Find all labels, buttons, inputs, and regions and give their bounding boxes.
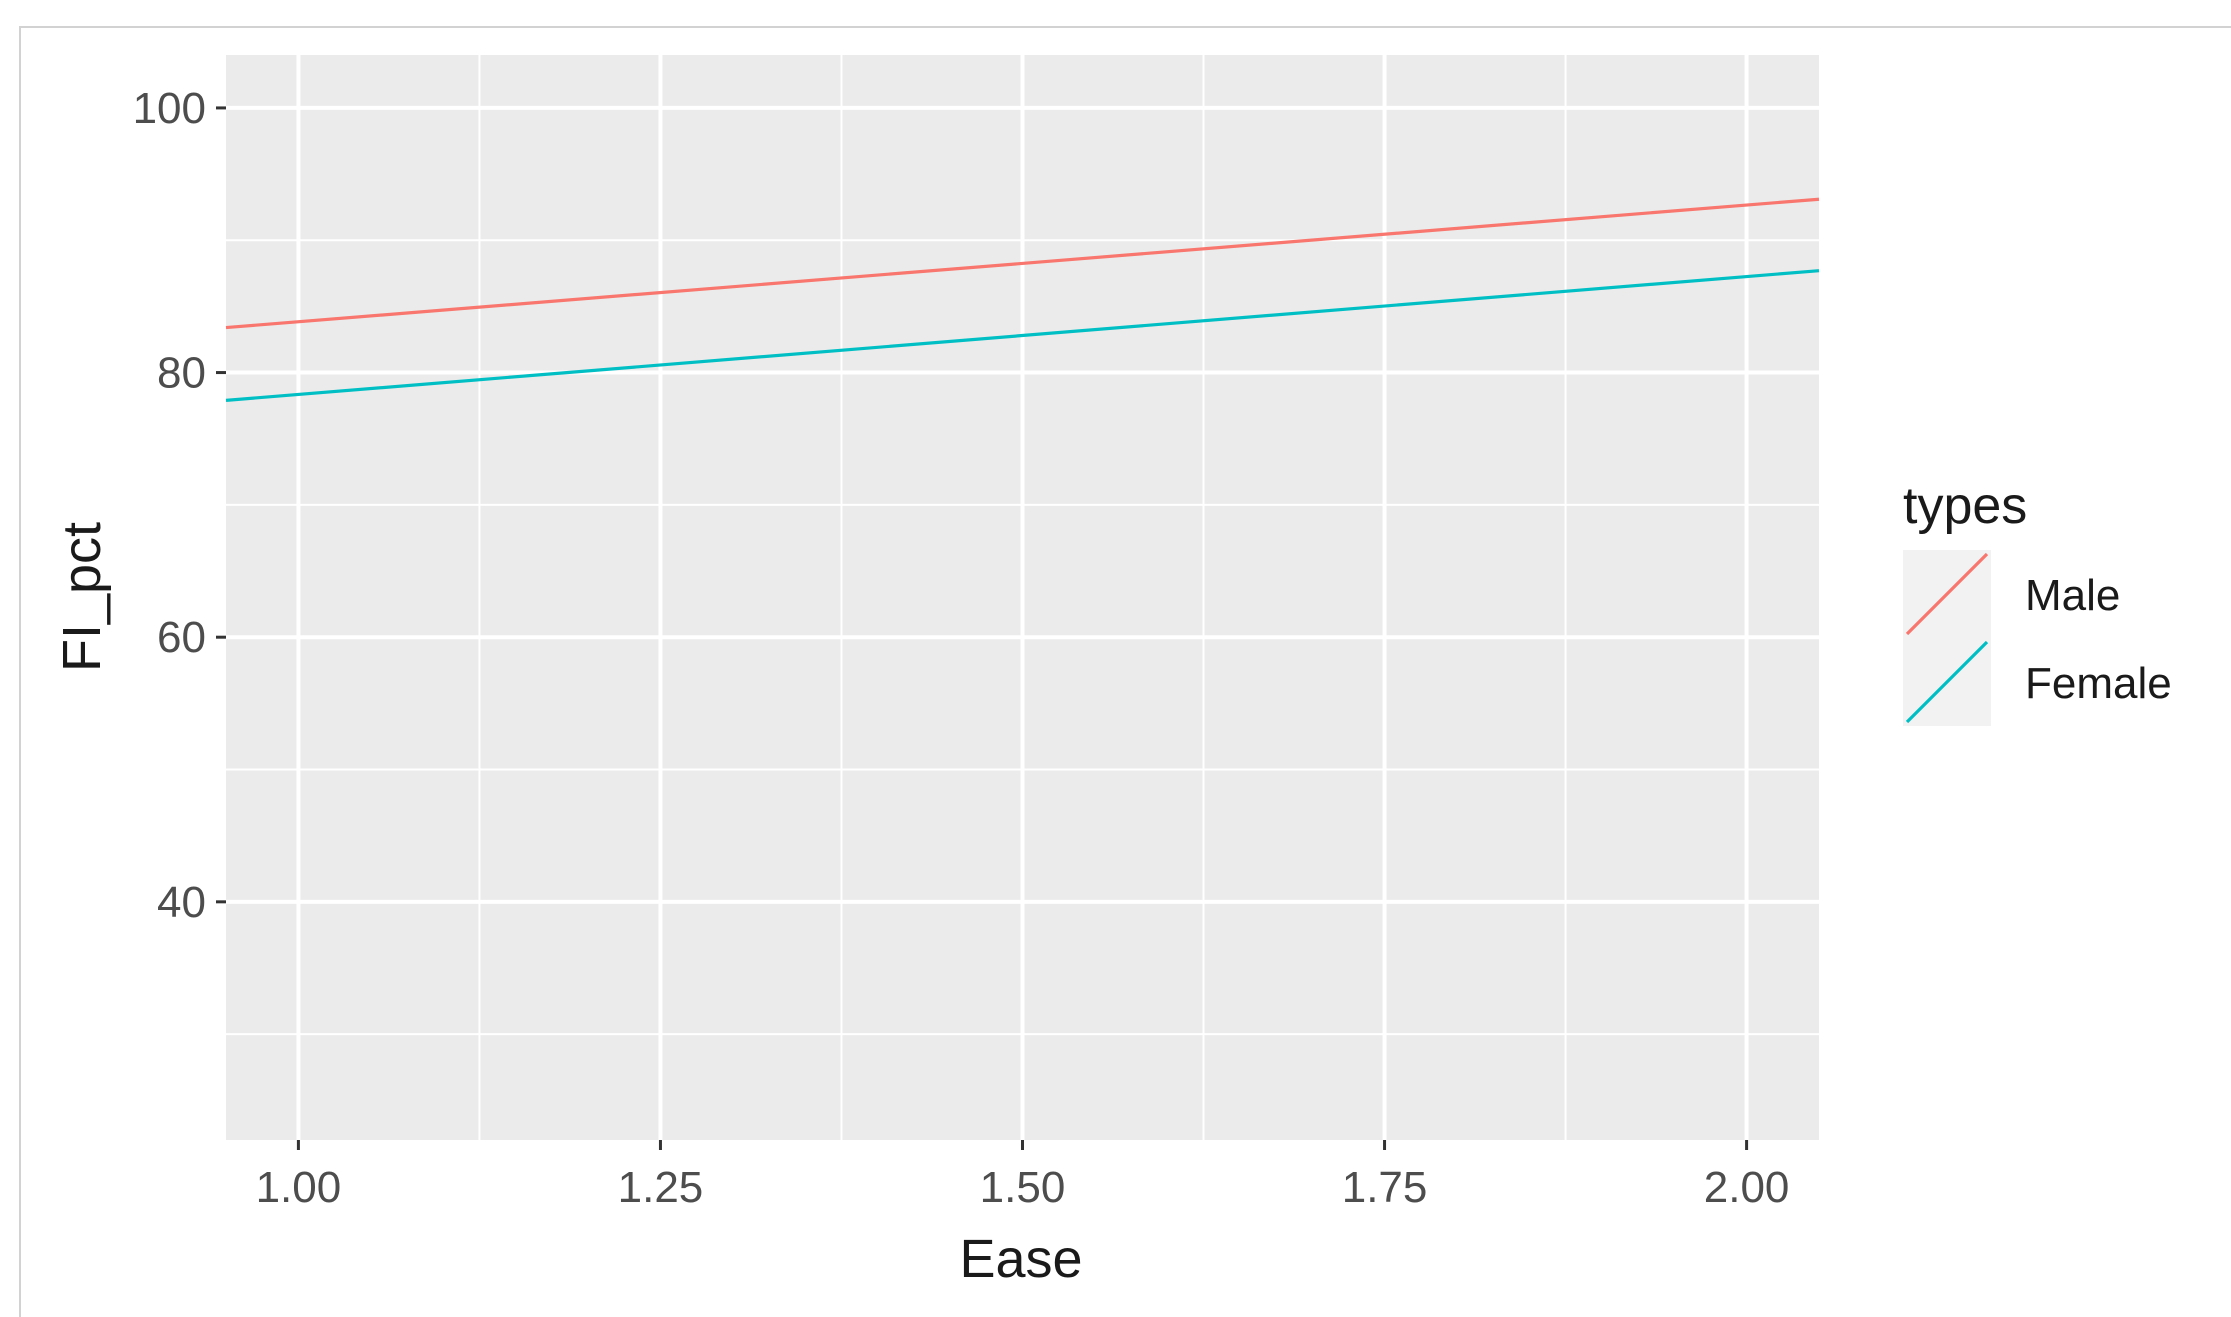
x-tick-label: 1.25 [618,1163,704,1212]
legend-label-male: Male [2025,571,2120,620]
y-axis-title: FI_pct [52,522,112,672]
legend-label-female: Female [2025,659,2172,708]
legend-title: types [1903,477,2027,535]
x-tick-label: 1.75 [1342,1163,1428,1212]
y-tick-label: 80 [157,349,206,398]
y-tick-label: 100 [133,84,206,133]
x-tick-label: 2.00 [1704,1163,1790,1212]
major-gridlines [226,55,1819,1140]
legend: types Male Female [1903,477,2172,726]
legend-key-female [1905,640,1989,724]
y-axis: 40 60 80 100 [133,84,226,927]
x-axis: 1.00 1.25 1.50 1.75 2.00 [256,1140,1790,1212]
y-tick-label: 40 [157,878,206,927]
x-tick-label: 1.50 [980,1163,1066,1212]
series-line-female [225,269,1820,402]
legend-key-male [1905,552,1989,636]
series-line-male [225,197,1820,330]
y-tick-label: 60 [157,613,206,662]
series-lines [225,197,1820,402]
x-tick-label: 1.00 [256,1163,342,1212]
x-axis-title: Ease [959,1229,1082,1289]
